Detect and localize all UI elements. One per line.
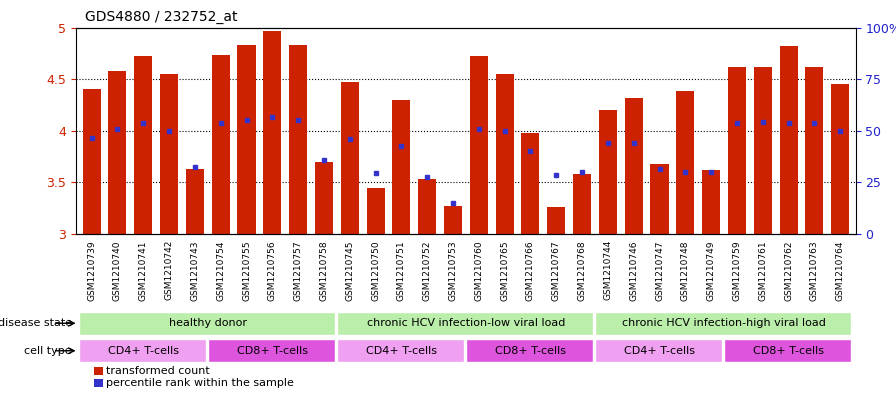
- Bar: [547, 207, 565, 234]
- Bar: [831, 84, 849, 234]
- Text: CD4+ T-cells: CD4+ T-cells: [366, 346, 437, 356]
- Bar: [650, 163, 668, 234]
- Text: percentile rank within the sample: percentile rank within the sample: [106, 378, 294, 388]
- Bar: [676, 92, 694, 234]
- Bar: [392, 100, 410, 234]
- Text: CD8+ T-cells: CD8+ T-cells: [495, 346, 566, 356]
- Bar: [289, 45, 307, 234]
- Bar: [366, 188, 384, 234]
- Bar: [521, 133, 539, 234]
- Bar: [82, 89, 100, 234]
- Text: GDS4880 / 232752_at: GDS4880 / 232752_at: [85, 9, 237, 24]
- Bar: [495, 74, 513, 234]
- Text: CD4+ T-cells: CD4+ T-cells: [624, 346, 695, 356]
- Bar: [237, 45, 255, 234]
- Bar: [108, 71, 126, 234]
- Bar: [702, 170, 720, 234]
- Text: cell type: cell type: [24, 346, 72, 356]
- Text: disease state: disease state: [0, 318, 72, 328]
- Bar: [337, 339, 464, 362]
- Bar: [599, 110, 617, 234]
- Bar: [160, 74, 178, 234]
- Text: CD8+ T-cells: CD8+ T-cells: [753, 346, 824, 356]
- Bar: [337, 312, 593, 335]
- Bar: [208, 339, 335, 362]
- Bar: [134, 56, 152, 234]
- Text: CD8+ T-cells: CD8+ T-cells: [237, 346, 308, 356]
- Text: chronic HCV infection-low viral load: chronic HCV infection-low viral load: [366, 318, 565, 328]
- Bar: [780, 46, 797, 234]
- Text: transformed count: transformed count: [106, 366, 210, 376]
- Text: healthy donor: healthy donor: [168, 318, 246, 328]
- Bar: [79, 312, 335, 335]
- Bar: [470, 56, 487, 234]
- Bar: [595, 339, 722, 362]
- Bar: [724, 339, 851, 362]
- Bar: [263, 31, 281, 234]
- Bar: [444, 206, 462, 234]
- Bar: [340, 82, 358, 234]
- Bar: [754, 67, 771, 234]
- Bar: [314, 162, 333, 234]
- Bar: [728, 67, 746, 234]
- Bar: [418, 179, 436, 234]
- Bar: [79, 339, 206, 362]
- Text: CD4+ T-cells: CD4+ T-cells: [108, 346, 179, 356]
- Bar: [185, 169, 204, 234]
- Bar: [625, 97, 642, 234]
- Bar: [211, 55, 229, 234]
- Text: chronic HCV infection-high viral load: chronic HCV infection-high viral load: [622, 318, 826, 328]
- Bar: [573, 174, 591, 234]
- Bar: [466, 339, 593, 362]
- Bar: [806, 67, 823, 234]
- Bar: [595, 312, 851, 335]
